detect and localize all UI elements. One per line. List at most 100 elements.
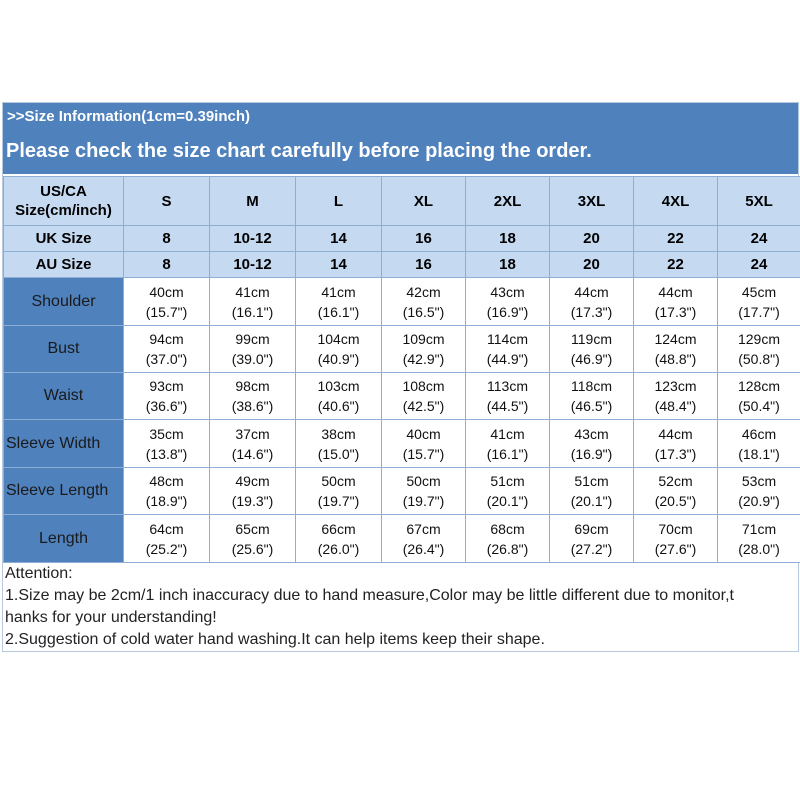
value-inch: (20.1"): [486, 493, 529, 509]
value-inch: (20.1"): [570, 493, 613, 509]
au-size-cell: 20: [549, 251, 634, 278]
value-inch: (17.7"): [738, 303, 780, 320]
value-cm: 41cm: [321, 283, 356, 300]
au-size-cell: 8: [123, 251, 210, 278]
value-cm: 67cm: [406, 520, 441, 537]
measure-label: Sleeve Width: [3, 419, 124, 468]
value-inch: (40.6"): [317, 398, 360, 414]
measure-value-cell: 48cm (18.9"): [123, 467, 210, 515]
value-cm: 104cm: [317, 331, 360, 347]
measure-value-cell: 49cm (19.3"): [209, 467, 296, 515]
measure-row: Sleeve Width 35cm (13.8") 37cm (14.6") 38cm (1…: [3, 419, 800, 468]
measure-value-cell: 114cm (44.9"): [465, 325, 550, 373]
value-cm: 51cm: [490, 473, 525, 489]
uk-size-cell: 16: [381, 225, 466, 252]
measure-value-cell: 118cm (46.5"): [549, 372, 634, 420]
header-row-uk: UK Size 8 10-12 14 16 18 20 22 24: [3, 225, 800, 252]
value-cm: 93cm: [149, 378, 184, 394]
value-inch: (50.4"): [738, 398, 780, 414]
value-inch: (25.2"): [145, 540, 188, 557]
value-cm: 38cm: [321, 425, 356, 442]
measure-value-cell: 124cm (48.8"): [633, 325, 718, 373]
value-inch: (38.6"): [231, 398, 274, 414]
value-cm: 52cm: [658, 473, 693, 489]
value-inch: (26.0"): [317, 540, 360, 557]
value-inch: (27.2"): [570, 540, 613, 557]
uk-size-cell: 22: [633, 225, 718, 252]
measure-label: Shoulder: [3, 277, 124, 326]
value-cm: 41cm: [490, 425, 525, 442]
measure-row: Waist 93cm (36.6") 98cm (38.6") 103cm (40.6") 1…: [3, 372, 800, 420]
measure-value-cell: 104cm (40.9"): [295, 325, 382, 373]
banner-title: Please check the size chart carefully be…: [6, 140, 592, 162]
measure-row: Sleeve Length 48cm (18.9") 49cm (19.3") 50cm (…: [3, 467, 800, 515]
value-inch: (44.9"): [486, 351, 529, 367]
measure-value-cell: 69cm (27.2"): [549, 514, 634, 563]
value-cm: 109cm: [402, 331, 445, 347]
measure-value-cell: 123cm (48.4"): [633, 372, 718, 420]
size-header-cell: 4XL: [633, 176, 718, 226]
size-header-cell: 3XL: [549, 176, 634, 226]
value-cm: 69cm: [574, 520, 609, 537]
value-inch: (20.5"): [654, 493, 697, 509]
value-cm: 119cm: [571, 331, 612, 347]
value-cm: 98cm: [235, 378, 270, 394]
measure-value-cell: 50cm (19.7"): [381, 467, 466, 515]
value-cm: 108cm: [402, 378, 445, 394]
value-inch: (15.7"): [145, 303, 188, 320]
value-inch: (48.4"): [654, 398, 697, 414]
au-size-cell: 18: [465, 251, 550, 278]
value-cm: 45cm: [741, 283, 777, 300]
measure-value-cell: 67cm (26.4"): [381, 514, 466, 563]
au-size-cell: 16: [381, 251, 466, 278]
uk-size-cell: 14: [295, 225, 382, 252]
value-cm: 46cm: [741, 425, 777, 442]
value-cm: 50cm: [406, 473, 441, 489]
value-inch: (18.1"): [738, 445, 780, 462]
value-cm: 43cm: [490, 283, 525, 300]
value-cm: 37cm: [235, 425, 270, 442]
value-cm: 64cm: [149, 520, 184, 537]
measure-value-cell: 43cm (16.9"): [549, 419, 634, 468]
corner-line-1: US/CA: [40, 183, 87, 200]
measure-value-cell: 44cm (17.3"): [633, 419, 718, 468]
value-inch: (16.5"): [402, 303, 445, 320]
value-inch: (50.8"): [738, 351, 780, 367]
uk-size-cell: 10-12: [209, 225, 296, 252]
value-inch: (39.0"): [231, 351, 274, 367]
corner-line-2: Size(cm/inch): [15, 202, 112, 219]
measure-value-cell: 99cm (39.0"): [209, 325, 296, 373]
size-header-cell: M: [209, 176, 296, 226]
value-cm: 68cm: [490, 520, 525, 537]
value-inch: (14.6"): [231, 445, 274, 462]
measure-label: Bust: [3, 325, 124, 373]
value-cm: 35cm: [149, 425, 184, 442]
measure-row: Length 64cm (25.2") 65cm (25.6") 66cm (26.0") 6…: [3, 514, 800, 563]
value-inch: (16.1"): [486, 445, 529, 462]
value-inch: (40.9"): [317, 351, 360, 367]
measure-value-cell: 93cm (36.6"): [123, 372, 210, 420]
value-inch: (19.7"): [317, 493, 360, 509]
measure-value-cell: 50cm (19.7"): [295, 467, 382, 515]
measure-label: Sleeve Length: [3, 467, 124, 515]
value-inch: (26.4"): [402, 540, 445, 557]
value-cm: 50cm: [321, 473, 356, 489]
measure-value-cell: 113cm (44.5"): [465, 372, 550, 420]
value-inch: (19.3"): [231, 493, 274, 509]
au-size-cell: 10-12: [209, 251, 296, 278]
measure-value-cell: 41cm (16.1"): [295, 277, 382, 326]
size-header-cell: XL: [381, 176, 466, 226]
corner-cell: US/CA Size(cm/inch): [3, 176, 124, 226]
value-cm: 103cm: [317, 378, 360, 394]
measure-value-cell: 53cm (20.9"): [717, 467, 800, 515]
measure-value-cell: 109cm (42.9"): [381, 325, 466, 373]
value-cm: 42cm: [406, 283, 441, 300]
measure-value-cell: 128cm (50.4"): [717, 372, 800, 420]
measure-value-cell: 37cm (14.6"): [209, 419, 296, 468]
value-inch: (26.8"): [486, 540, 529, 557]
notes-heading: Attention:: [5, 565, 73, 582]
value-cm: 70cm: [658, 520, 693, 537]
value-inch: (15.7"): [402, 445, 445, 462]
uk-size-cell: 24: [717, 225, 800, 252]
value-cm: 40cm: [406, 425, 441, 442]
